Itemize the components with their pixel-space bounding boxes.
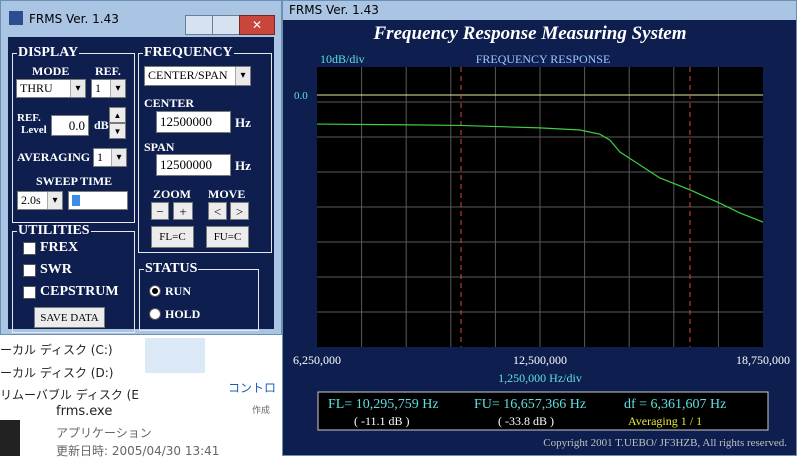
checkbox-label[interactable]: SWR	[40, 262, 72, 277]
averaging-select[interactable]: 1	[93, 148, 127, 167]
y-axis-label: 10dB/div	[320, 52, 365, 66]
grid	[317, 67, 763, 347]
sweep-select[interactable]: 2.0s	[17, 191, 63, 210]
explorer-pane	[145, 338, 205, 373]
spin-up[interactable]: ▲	[109, 107, 126, 123]
readout-fu-db: ( -33.8 dB )	[498, 414, 554, 428]
maximize-button[interactable]	[212, 15, 240, 35]
move-left-button[interactable]: <	[208, 202, 227, 220]
label: REF.	[95, 64, 121, 78]
x-tick-label: 6,250,000	[293, 353, 341, 367]
drive-item[interactable]: リムーバブル ディスク (E	[0, 388, 139, 402]
checkbox-label[interactable]: CEPSTRUM	[40, 284, 119, 299]
label: SWEEP TIME	[36, 174, 113, 188]
label: 作成	[252, 406, 271, 416]
close-button[interactable]: ✕	[239, 15, 275, 35]
file-date: 更新日時: 2005/04/30 13:41	[56, 444, 220, 458]
radio-label[interactable]: RUN	[165, 284, 191, 298]
readout-fu: FU= 16,657,366 Hz	[474, 397, 586, 412]
client-area: DISPLAY MODE REF. THRU 1 REF. Level 0.0 …	[8, 37, 274, 333]
frequency-group: FREQUENCY	[138, 45, 272, 253]
y-tick-label: 0.0	[294, 90, 308, 102]
checkbox[interactable]	[23, 264, 36, 277]
label: Level	[21, 124, 47, 136]
move-right-button[interactable]: >	[230, 202, 249, 220]
group-legend: DISPLAY	[17, 45, 80, 61]
fu-c-button[interactable]: FU=C	[206, 226, 249, 248]
frequency-mode-select[interactable]: CENTER/SPAN	[144, 66, 251, 86]
spin-down[interactable]: ▼	[109, 123, 126, 139]
radio[interactable]	[149, 308, 161, 320]
zoom-out-button[interactable]: −	[151, 202, 169, 220]
window-title: FRMS Ver. 1.43	[29, 12, 119, 26]
span-input[interactable]: 12500000	[156, 154, 231, 176]
plot	[316, 123, 764, 223]
response-trace	[316, 123, 764, 223]
control-window: FRMS Ver. 1.43 ✕ DISPLAY MODE REF. THRU …	[0, 0, 282, 335]
label: AVERAGING	[17, 150, 91, 164]
link[interactable]: コントロ	[228, 381, 277, 395]
window-title: FRMS Ver. 1.43	[289, 3, 379, 17]
radio-label[interactable]: HOLD	[165, 307, 201, 321]
checkbox-label[interactable]: FREX	[40, 240, 79, 255]
readout-fl-db: ( -11.1 dB )	[354, 414, 410, 428]
x-tick-label: 12,500,000	[513, 353, 567, 367]
save-button[interactable]: SAVE DATA	[34, 307, 105, 328]
zoom-in-button[interactable]: +	[173, 202, 193, 220]
chart-title: Frequency Response Measuring System	[373, 23, 687, 44]
minimize-button[interactable]	[185, 15, 213, 35]
label: MODE	[32, 64, 70, 78]
unit: Hz	[235, 158, 251, 173]
readout-box	[317, 391, 769, 431]
ref-select[interactable]: 1	[91, 79, 126, 98]
chart-subtitle: FREQUENCY RESPONSE	[476, 52, 611, 66]
label: ZOOM	[153, 187, 191, 201]
file-type: アプリケーション	[56, 426, 152, 440]
center-input[interactable]: 12500000	[156, 111, 231, 133]
x-tick-label: 18,750,000	[736, 353, 790, 367]
group-legend: FREQUENCY	[143, 45, 234, 61]
readout-fl: FL= 10,295,759 Hz	[328, 397, 439, 412]
label: REF.	[17, 112, 41, 124]
app-icon	[9, 11, 23, 25]
drive-item[interactable]: ーカル ディスク (C:)	[0, 343, 113, 357]
unit: dB	[94, 118, 109, 132]
radio-selected[interactable]	[149, 285, 161, 297]
readout-averaging: Averaging 1 / 1	[628, 414, 702, 428]
group-legend: STATUS	[144, 261, 199, 277]
display-group: DISPLAY	[12, 45, 135, 223]
file-name[interactable]: frms.exe	[56, 404, 113, 419]
file-icon	[0, 420, 20, 456]
checkbox[interactable]	[23, 286, 36, 299]
label: SPAN	[144, 140, 175, 154]
explorer	[0, 335, 282, 456]
x-axis-label: 1,250,000 Hz/div	[498, 371, 582, 385]
ref-level-input[interactable]: 0.0	[51, 115, 89, 136]
fl-c-button[interactable]: FL=C	[151, 226, 194, 248]
unit: Hz	[235, 115, 251, 130]
utilities-group: UTILITIES	[12, 223, 135, 333]
group-legend: UTILITIES	[17, 223, 91, 239]
graph-client: Frequency Response Measuring System 10dB…	[283, 20, 796, 455]
label: CENTER	[144, 96, 195, 110]
sweep-progress	[68, 191, 128, 210]
status-group: STATUS	[139, 261, 259, 331]
readout-df: df = 6,361,607 Hz	[624, 397, 726, 412]
copyright: Copyright 2001 T.UEBO/ JF3HZB, All right…	[543, 437, 787, 449]
checkbox[interactable]	[23, 242, 36, 255]
drive-item[interactable]: ーカル ディスク (D:)	[0, 366, 114, 380]
mode-select[interactable]: THRU	[16, 79, 86, 98]
label: MOVE	[208, 187, 246, 201]
